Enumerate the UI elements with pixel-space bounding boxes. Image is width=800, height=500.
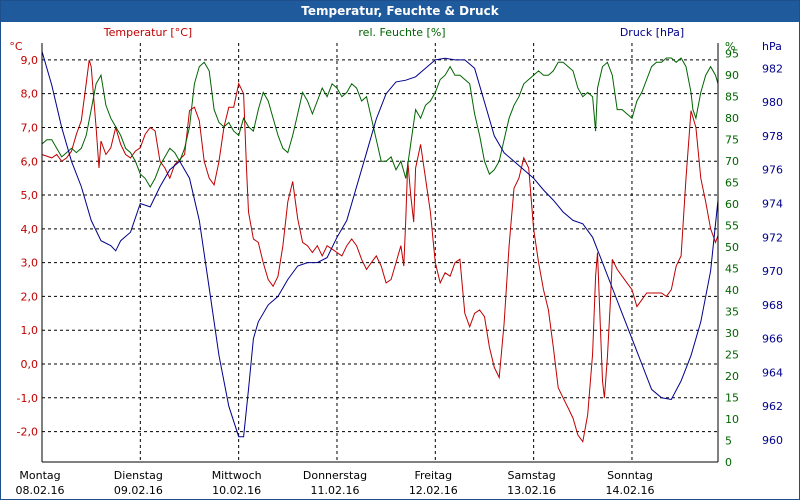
- humidity-tick-label: 85: [725, 91, 739, 104]
- x-date-label: 13.02.16: [507, 484, 556, 497]
- chart-title: Temperatur, Feuchte & Druck: [1, 1, 799, 22]
- temperature-tick-label: 0,0: [21, 358, 39, 371]
- temperature-tick-label: 1,0: [21, 324, 39, 337]
- humidity-tick-label: 15: [725, 392, 739, 405]
- pressure-tick-label: 974: [762, 198, 783, 211]
- pressure-tick-label: 982: [762, 62, 783, 75]
- x-date-label: 12.02.16: [409, 484, 458, 497]
- humidity-tick-label: 65: [725, 177, 739, 190]
- temperature-tick-label: -2,0: [17, 426, 38, 439]
- temperature-tick-label: 4,0: [21, 223, 39, 236]
- pressure-tick-label: 972: [762, 231, 783, 244]
- temperature-axis-label: Temperatur [°C]: [103, 26, 192, 39]
- humidity-tick-label: 40: [725, 284, 739, 297]
- x-date-label: 09.02.16: [114, 484, 163, 497]
- humidity-tick-label: 50: [725, 241, 739, 254]
- series-line-temperatur: [41, 59, 719, 443]
- series-line-druck: [41, 51, 719, 438]
- humidity-axis-label: rel. Feuchte [%]: [358, 26, 445, 39]
- humidity-tick-label: 60: [725, 198, 739, 211]
- pressure-tick-label: 966: [762, 333, 783, 346]
- humidity-tick-label: 90: [725, 69, 739, 82]
- humidity-tick-label: 25: [725, 349, 739, 362]
- series-line-rel-feuchte: [41, 57, 719, 189]
- pressure-tick-label: 980: [762, 96, 783, 109]
- temperature-tick-label: 3,0: [21, 257, 39, 270]
- axes: 9,0 8,0 7,0 6,0 5,0 4,0 3,0 2,0 1,0 0,0 -1,0 -2,0 °C…: [9, 26, 783, 497]
- x-day-label: Sonntag: [607, 469, 653, 482]
- humidity-tick-label: 20: [725, 370, 739, 383]
- pressure-tick-label: 978: [762, 130, 783, 143]
- x-day-label: Mittwoch: [212, 469, 262, 482]
- humidity-tick-label: 30: [725, 327, 739, 340]
- x-date-label: 10.02.16: [212, 484, 261, 497]
- temperature-tick-label: 6,0: [21, 155, 39, 168]
- x-date-label: 11.02.16: [310, 484, 359, 497]
- pressure-tick-label: 970: [762, 265, 783, 278]
- x-day-label: Montag: [19, 469, 60, 482]
- temperature-tick-label: -1,0: [17, 392, 38, 405]
- x-day-label: Donnerstag: [303, 469, 367, 482]
- x-date-label: 14.02.16: [605, 484, 654, 497]
- pressure-unit: hPa: [762, 40, 782, 53]
- pressure-axis-label: Druck [hPa]: [620, 26, 684, 39]
- x-day-label: Dienstag: [114, 469, 163, 482]
- humidity-tick-label: 45: [725, 263, 739, 276]
- temperature-unit: °C: [9, 40, 23, 53]
- humidity-tick-label: 10: [725, 413, 739, 426]
- pressure-tick-label: 968: [762, 299, 783, 312]
- pressure-tick-label: 960: [762, 434, 783, 447]
- humidity-tick-label: 95: [725, 48, 739, 61]
- humidity-unit: %: [725, 40, 735, 53]
- pressure-tick-label: 962: [762, 400, 783, 413]
- humidity-tick-label: 5: [725, 435, 732, 448]
- x-day-label: Freitag: [414, 469, 452, 482]
- temperature-tick-label: 7,0: [21, 121, 39, 134]
- temperature-tick-label: 9,0: [21, 54, 39, 67]
- temperature-tick-label: 2,0: [21, 290, 39, 303]
- series-layer: [41, 51, 719, 443]
- x-date-label: 08.02.16: [16, 484, 65, 497]
- temperature-tick-label: 8,0: [21, 88, 39, 101]
- humidity-tick-label: 0: [725, 456, 732, 469]
- humidity-tick-label: 55: [725, 220, 739, 233]
- x-day-label: Samstag: [508, 469, 556, 482]
- pressure-tick-label: 976: [762, 164, 783, 177]
- humidity-tick-label: 35: [725, 306, 739, 319]
- humidity-tick-label: 75: [725, 134, 739, 147]
- pressure-tick-label: 964: [762, 366, 783, 379]
- humidity-tick-label: 70: [725, 155, 739, 168]
- humidity-tick-label: 80: [725, 112, 739, 125]
- temperature-tick-label: 5,0: [21, 189, 39, 202]
